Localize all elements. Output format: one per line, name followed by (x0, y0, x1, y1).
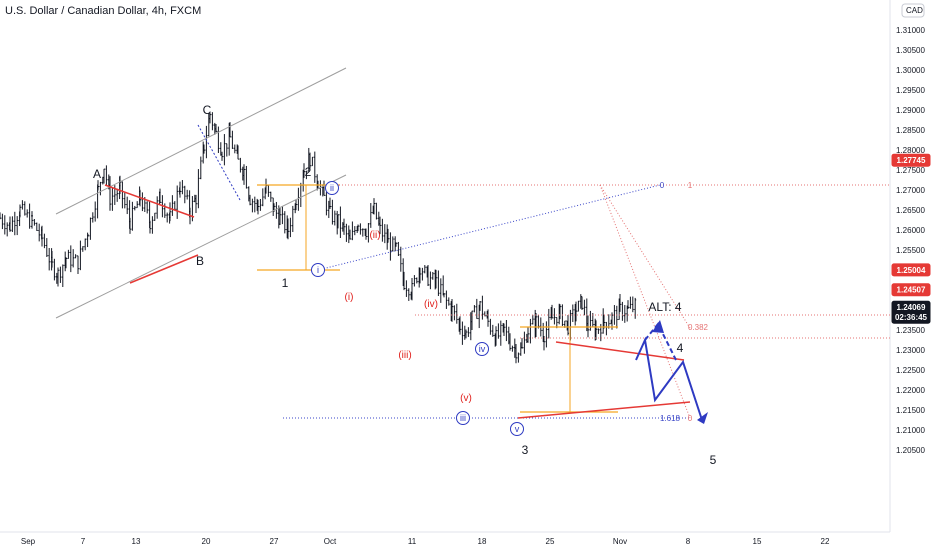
y-tick-label: 1.27500 (896, 166, 925, 175)
x-tick-label: 20 (202, 537, 211, 546)
x-tick-label: Sep (21, 537, 36, 546)
price-badge-fill (892, 283, 930, 296)
wave-label-red: (i) (345, 292, 354, 303)
price-badge-countdown: 02:36:45 (895, 313, 928, 322)
fib-label: 0.382 (688, 323, 709, 332)
y-tick-label: 1.20500 (896, 446, 925, 455)
wave-label-red: (ii) (369, 230, 380, 241)
wave-circle (475, 342, 489, 356)
price-badge-label: 1.25004 (897, 266, 926, 275)
wave-label-red: (iii) (398, 350, 411, 361)
blue-projection-arrowhead (697, 412, 708, 424)
wave-label-blue: iii (460, 413, 466, 423)
currency-box[interactable] (901, 3, 925, 18)
wave-label-black: A (93, 167, 101, 181)
blue-projection-dashed-arrowhead (652, 320, 664, 333)
fib-label: 0 (660, 181, 665, 190)
y-tick-label: 1.21000 (896, 426, 925, 435)
channel-upper-line (55, 67, 347, 215)
y-tick-label: 1.28000 (896, 146, 925, 155)
triangle-red-top-4 (555, 341, 685, 361)
price-badge-label: 1.24069 (897, 303, 926, 312)
red-dotted-diag-2 (599, 184, 691, 329)
y-tick-label: 1.30500 (896, 46, 925, 55)
wave-label-black: C (203, 103, 212, 117)
y-tick-label: 1.27000 (896, 186, 925, 195)
chart-title: U.S. Dollar / Canadian Dollar, 4h, FXCM (5, 5, 201, 17)
wave-label-blue: iv (479, 344, 486, 354)
y-tick-label: 1.21500 (896, 406, 925, 415)
wave-circle (456, 411, 470, 425)
wave-label-black: 4 (677, 341, 684, 355)
x-tick-label: 15 (753, 537, 762, 546)
price-badge-fill (892, 154, 930, 167)
y-tick-label: 1.23500 (896, 326, 925, 335)
price-badge-fill (892, 263, 930, 276)
price-badge-label: 1.27745 (897, 156, 926, 165)
x-tick-label: 18 (478, 537, 487, 546)
time-axis: Sep 7 13 20 27 Oct 11 18 25 Nov 8 15 22 (21, 537, 830, 546)
y-tick-label: 1.30000 (896, 66, 925, 75)
y-tick-label: 1.22000 (896, 386, 925, 395)
y-tick-label: 1.26000 (896, 226, 925, 235)
x-tick-label: 22 (821, 537, 830, 546)
y-tick-label: 1.31000 (896, 26, 925, 35)
blue-projection-solid (635, 336, 703, 421)
price-badge-label: 1.24507 (897, 286, 926, 295)
y-tick-label: 1.29000 (896, 106, 925, 115)
wave-label-black: 1 (282, 276, 289, 290)
x-tick-label: Nov (613, 537, 627, 546)
wave-circle (311, 263, 325, 277)
wave-circle (325, 181, 339, 195)
wave-label-blue: i (317, 265, 319, 275)
fib-label: 0 (688, 414, 693, 423)
y-tick-label: 1.23000 (896, 346, 925, 355)
x-tick-label: 7 (81, 537, 86, 546)
x-tick-label: Oct (324, 537, 337, 546)
y-tick-label: 1.25500 (896, 246, 925, 255)
x-tick-label: 25 (546, 537, 555, 546)
wave-label-black: 3 (522, 443, 529, 457)
drawings-layer (55, 67, 890, 424)
wave-label-blue: v (515, 424, 520, 434)
x-tick-label: 27 (270, 537, 279, 546)
currency-label[interactable]: CAD (906, 6, 923, 15)
fib-label: 1.618 (660, 414, 681, 423)
channel-lower-line (55, 174, 347, 319)
fib-label: 1 (688, 181, 693, 190)
wave-label-black: 2 (305, 165, 312, 179)
triangle-red-bottom-ab (129, 254, 199, 284)
wave-label-red: (iv) (424, 299, 438, 310)
x-tick-label: 13 (132, 537, 141, 546)
wave-label-black: ALT: 4 (648, 300, 681, 314)
x-tick-label: 11 (408, 537, 417, 546)
price-badge-box (891, 300, 931, 324)
wave-label-red: (v) (460, 393, 472, 404)
wave-circle (510, 422, 524, 436)
y-tick-label: 1.26500 (896, 206, 925, 215)
wave-label-black: 5 (710, 453, 717, 467)
wave-label-black: B (196, 254, 204, 268)
y-tick-label: 1.22500 (896, 366, 925, 375)
triangle-red-bottom-4 (517, 401, 691, 419)
y-tick-label: 1.28500 (896, 126, 925, 135)
y-tick-label: 1.29500 (896, 86, 925, 95)
triangle-red-top-ab (104, 184, 195, 218)
x-tick-label: 8 (686, 537, 691, 546)
wave-label-blue: ii (330, 183, 334, 193)
